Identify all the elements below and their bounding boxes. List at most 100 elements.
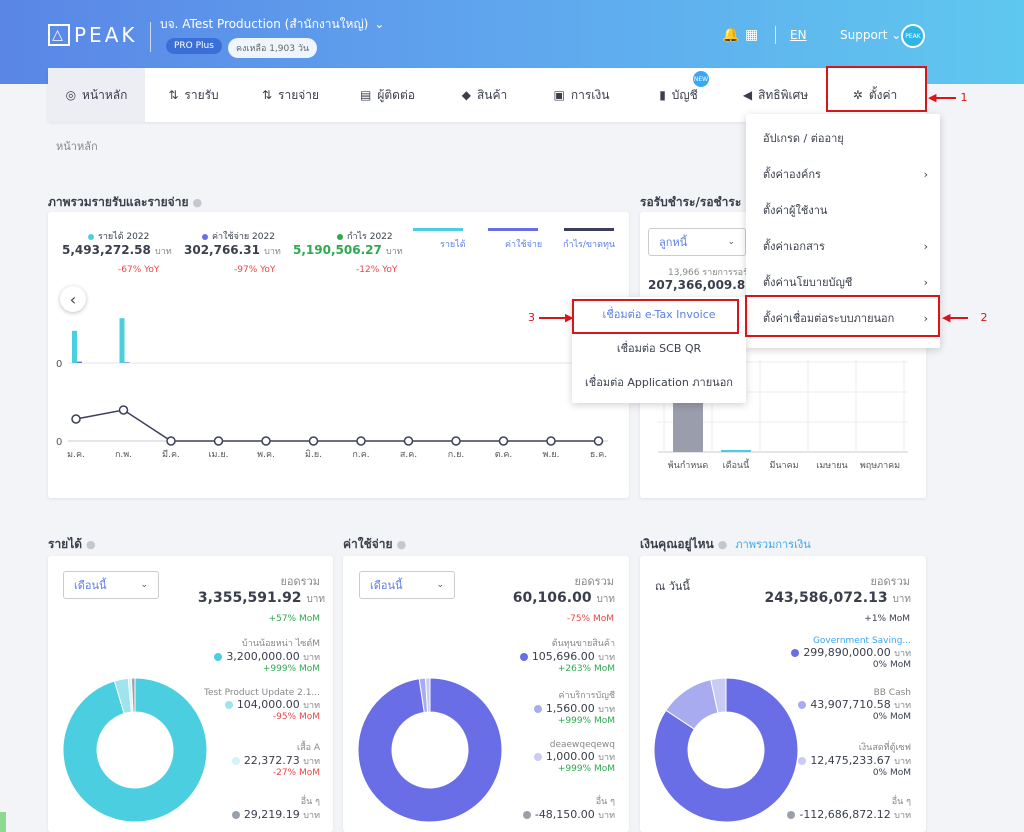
chevron-down-icon: ⌄ [374, 17, 385, 31]
menu-upgrade[interactable]: อัปเกรด / ต่ออายุ [746, 120, 940, 156]
item-value: 1,000.00 บาท [465, 750, 615, 764]
item-value: 29,219.19 บาท [170, 808, 320, 822]
nav-expense[interactable]: ⇅ รายจ่าย [242, 68, 339, 122]
item-mom: 0% MoM [872, 712, 911, 722]
apps-grid-icon[interactable]: ▦ [745, 27, 759, 43]
nav-label: หน้าหลัก [82, 87, 128, 102]
nav-contacts[interactable]: ▤ ผู้ติดต่อ [339, 68, 436, 122]
item-name: Test Product Update 2.1... [204, 688, 320, 698]
receivable-type-select[interactable]: ลูกหนี้ ⌄ [648, 228, 746, 256]
item-value: -48,150.00 บาท [465, 808, 615, 822]
breakdown-item: บ้านน้อยหน่า ไซต์M 3,200,000.00 บาท +999% … [170, 636, 320, 674]
legend-income[interactable]: รายได้ [440, 240, 466, 250]
expense-period-select[interactable]: เดือนนี้ ⌄ [359, 571, 455, 599]
x-tick-label: ม.ค. [67, 450, 85, 460]
item-value: 12,475,233.67 บาท [761, 754, 911, 768]
menu-label: ตั้งค่าเชื่อมต่อระบบภายนอก [763, 312, 895, 325]
nav-label: บัญชี [671, 87, 698, 102]
help-icon[interactable]: ● [396, 538, 407, 551]
company-selector[interactable]: บจ. ATest Production (สำนักงานใหญ่) ⌄ [160, 15, 384, 34]
menu-user-settings[interactable]: ตั้งค่าผู้ใช้งาน [746, 192, 940, 228]
submenu-external-app[interactable]: เชื่อมต่อ Application ภายนอก [585, 376, 733, 389]
item-value: 105,696.00 บาท [465, 650, 615, 664]
finance-overview-link[interactable]: ภาพรวมการเงิน [735, 538, 811, 551]
item-value: 22,372.73 บาท [170, 754, 320, 768]
money-as-of: ณ วันนี้ [655, 580, 690, 593]
legend-dot [522, 811, 531, 819]
donut-slice [653, 677, 799, 823]
money-mom: +1% MoM [864, 614, 910, 624]
breakdown-item: อื่น ๆ 29,219.19 บาท [170, 794, 320, 822]
nav-products[interactable]: ◆ สินค้า [436, 68, 533, 122]
products-icon: ◆ [461, 88, 471, 102]
legend-profit[interactable]: กำไร/ขาดทุน [563, 240, 616, 250]
item-mom: +999% MoM [557, 764, 615, 774]
nav-settings[interactable]: ✲ ตั้งค่า [824, 68, 926, 122]
annotation-box-3 [572, 299, 739, 334]
unit: บาท [303, 701, 320, 711]
menu-organization-settings[interactable]: ตั้งค่าองค์กร › [746, 156, 940, 192]
help-icon[interactable]: ● [717, 538, 728, 551]
income-donut-chart [62, 677, 208, 823]
legend-expense[interactable]: ค่าใช้จ่าย [505, 240, 543, 250]
profit-point [403, 436, 414, 446]
item-name: ค่าบริการบัญชี [558, 691, 615, 701]
contacts-icon: ▤ [360, 88, 372, 102]
stat-profit-value: 5,190,506.27 บาท [293, 243, 403, 258]
expense-title: ค่าใช้จ่าย ● [343, 535, 406, 554]
peak-logo[interactable]: △ PEAK [48, 22, 142, 48]
menu-label: ตั้งค่าเอกสาร [763, 240, 825, 253]
nav-home[interactable]: ◎ หน้าหลัก [48, 68, 145, 122]
gear-icon: ✲ [852, 88, 863, 102]
unit: บาท [386, 247, 403, 257]
breadcrumb: หน้าหลัก [56, 140, 98, 153]
side-tab[interactable] [0, 812, 6, 832]
income-icon: ⇅ [168, 88, 179, 102]
unit: บาท [894, 649, 911, 659]
menu-document-settings[interactable]: ตั้งค่าเอกสาร › [746, 228, 940, 264]
nav-accounting[interactable]: ▮ บัญชี NEW [630, 68, 727, 122]
breakdown-item: Government Saving... 299,890,000.00 บาท 0%… [761, 636, 911, 670]
menu-accounting-policy[interactable]: ตั้งค่านโยบายบัญชี › [746, 264, 940, 300]
chart-prev-button[interactable]: ‹ [60, 286, 86, 312]
legend-dot [337, 233, 343, 240]
x-tick-label: พ.ย. [543, 450, 560, 460]
y-tick-label: 0 [56, 437, 62, 448]
avatar[interactable]: PEAK [901, 24, 925, 48]
income-title-text: รายได้ [48, 537, 83, 551]
annotation-label: 3 [528, 311, 535, 324]
value: -48,150.00 [534, 808, 599, 821]
profit-point [213, 436, 224, 446]
item-value: 3,200,000.00 บาท [170, 650, 320, 664]
nav-income[interactable]: ⇅ รายรับ [145, 68, 242, 122]
language-switch[interactable]: EN [790, 28, 807, 42]
submenu-scb-qr[interactable]: เชื่อมต่อ SCB QR [616, 342, 702, 355]
x-tick-label: พ้นกำหนด [668, 460, 709, 471]
annotation-label: 1 [960, 91, 968, 104]
arrow-line [950, 316, 969, 319]
main-nav: ◎ หน้าหลัก ⇅ รายรับ ⇅ รายจ่าย ▤ ผู้ติดต่อ ◆ ส… [48, 68, 926, 122]
help-icon[interactable]: ● [86, 538, 96, 551]
support-menu[interactable]: Support ⌄ [840, 28, 901, 42]
income-period-select[interactable]: เดือนนี้ ⌄ [63, 571, 159, 599]
profit-point [546, 436, 556, 446]
nav-finance[interactable]: ▣ การเงิน [533, 68, 630, 122]
donut-slice [424, 677, 431, 713]
help-icon[interactable]: ● [192, 196, 203, 209]
menu-external-integration[interactable]: ตั้งค่าเชื่อมต่อระบบภายนอก › [746, 300, 940, 336]
x-tick-label: ก.ย. [448, 450, 464, 460]
legend-dot [224, 701, 233, 709]
expense-icon: ⇅ [261, 88, 273, 102]
select-value: เดือนนี้ [370, 579, 403, 592]
nav-privilege[interactable]: ◀ สิทธิพิเศษ [727, 68, 824, 122]
item-mom: 0% MoM [872, 660, 911, 670]
y-tick-label: 0 [56, 359, 62, 370]
money-title: เงินคุณอยู่ไหน ● ภาพรวมการเงิน [640, 535, 811, 554]
bell-icon[interactable]: 🔔 [722, 27, 740, 43]
item-name: ต้นทุนขายสินค้า [551, 639, 615, 649]
profit-point [166, 436, 176, 446]
chevron-right-icon: › [923, 275, 928, 289]
submenu-etax-invoice[interactable]: เชื่อมต่อ e-Tax Invoice [602, 308, 716, 321]
arrow-right-icon: ▶ [565, 311, 574, 324]
profit-point [498, 436, 509, 446]
